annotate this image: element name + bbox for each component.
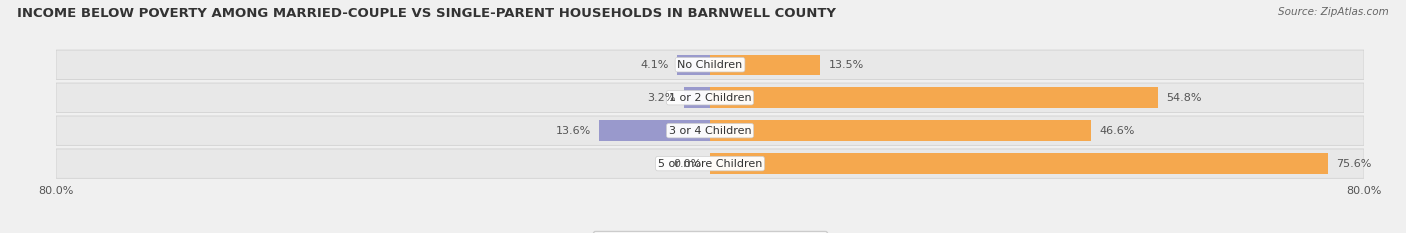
FancyBboxPatch shape <box>56 149 1364 178</box>
Text: 13.6%: 13.6% <box>555 126 591 136</box>
Text: Source: ZipAtlas.com: Source: ZipAtlas.com <box>1278 7 1389 17</box>
Bar <box>710 55 820 75</box>
Text: No Children: No Children <box>678 60 742 70</box>
Text: 5 or more Children: 5 or more Children <box>658 159 762 169</box>
FancyBboxPatch shape <box>56 116 1364 145</box>
FancyBboxPatch shape <box>56 83 1364 112</box>
Bar <box>683 87 710 108</box>
Bar <box>710 120 1091 141</box>
Text: 13.5%: 13.5% <box>828 60 863 70</box>
Text: 3 or 4 Children: 3 or 4 Children <box>669 126 751 136</box>
Text: 0.0%: 0.0% <box>673 159 702 169</box>
Bar <box>710 87 1159 108</box>
Text: 46.6%: 46.6% <box>1099 126 1135 136</box>
Legend: Married Couples, Single Parents: Married Couples, Single Parents <box>593 231 827 233</box>
FancyBboxPatch shape <box>56 50 1364 79</box>
Text: 4.1%: 4.1% <box>640 60 668 70</box>
Bar <box>676 55 710 75</box>
Text: 3.2%: 3.2% <box>647 93 676 103</box>
Text: 75.6%: 75.6% <box>1336 159 1371 169</box>
Text: 1 or 2 Children: 1 or 2 Children <box>669 93 751 103</box>
Bar <box>599 120 710 141</box>
Text: INCOME BELOW POVERTY AMONG MARRIED-COUPLE VS SINGLE-PARENT HOUSEHOLDS IN BARNWEL: INCOME BELOW POVERTY AMONG MARRIED-COUPL… <box>17 7 837 20</box>
Bar <box>710 153 1327 174</box>
Text: 54.8%: 54.8% <box>1166 93 1202 103</box>
